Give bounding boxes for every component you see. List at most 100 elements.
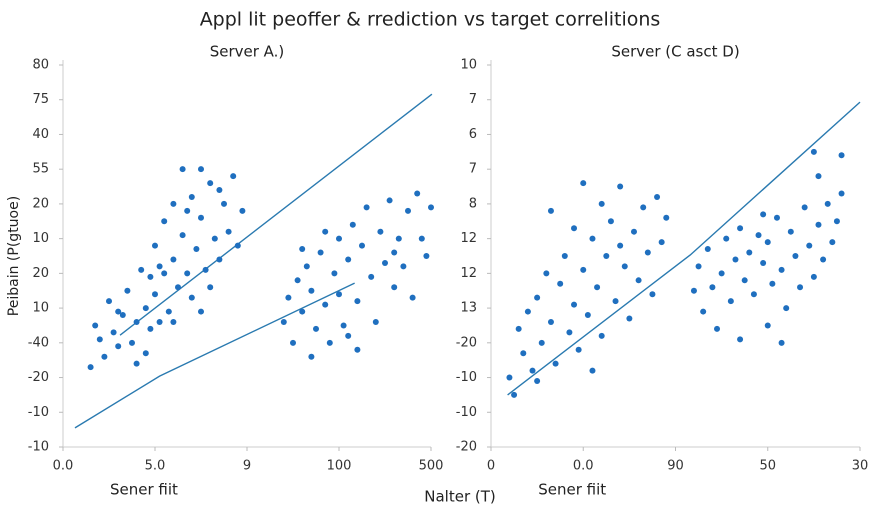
y-tick-label: 10 xyxy=(32,301,49,316)
point xyxy=(566,329,573,336)
point xyxy=(640,204,647,211)
point xyxy=(156,263,163,270)
point xyxy=(152,242,158,249)
point xyxy=(179,232,186,239)
point xyxy=(543,270,550,277)
point xyxy=(188,193,195,200)
point xyxy=(198,308,204,315)
point xyxy=(704,246,711,253)
y-tick-label: 20 xyxy=(32,196,49,211)
point xyxy=(815,221,822,228)
y-tick-label: 75 xyxy=(32,92,49,107)
point xyxy=(179,166,186,173)
point xyxy=(96,336,103,343)
fit-line xyxy=(74,282,355,429)
point xyxy=(326,339,333,346)
x-tick-label: 0.0 xyxy=(573,459,594,474)
point xyxy=(409,294,416,301)
point xyxy=(764,239,771,246)
point xyxy=(354,346,361,353)
point xyxy=(824,200,831,207)
point xyxy=(511,391,518,398)
point xyxy=(336,235,342,242)
point xyxy=(354,298,361,305)
point xyxy=(617,242,624,249)
point xyxy=(635,277,642,284)
x-tick-label: 100 xyxy=(327,459,352,474)
point xyxy=(382,259,388,266)
point xyxy=(746,249,753,256)
point xyxy=(787,228,794,235)
fit-line xyxy=(507,101,861,396)
point xyxy=(695,263,702,270)
point xyxy=(709,284,716,291)
point xyxy=(147,273,154,280)
point xyxy=(239,207,246,214)
point xyxy=(764,322,771,329)
point xyxy=(792,253,799,259)
point xyxy=(755,232,762,239)
point xyxy=(184,207,191,214)
point xyxy=(760,211,767,218)
panel-title: Server (C asct D) xyxy=(611,43,739,61)
point xyxy=(92,322,99,329)
point xyxy=(515,325,522,332)
point xyxy=(589,235,596,242)
y-tick-label: 12 xyxy=(460,231,477,246)
point xyxy=(810,273,817,280)
y-tick-label: -40 xyxy=(28,335,49,350)
point xyxy=(395,235,402,242)
point xyxy=(161,270,168,277)
point xyxy=(829,239,836,246)
point xyxy=(534,378,541,385)
point xyxy=(580,266,587,273)
x-axis-label: Sener fiit xyxy=(110,481,178,499)
point xyxy=(658,239,665,246)
point xyxy=(727,298,734,305)
point xyxy=(423,253,430,259)
point xyxy=(820,256,827,263)
point xyxy=(359,242,365,249)
y-tick-label: 10 xyxy=(32,231,49,246)
point xyxy=(547,318,554,325)
point xyxy=(626,315,633,322)
point xyxy=(198,166,204,173)
point xyxy=(138,266,145,273)
point xyxy=(414,190,421,197)
point xyxy=(142,350,149,357)
point xyxy=(345,256,352,263)
point xyxy=(184,270,191,277)
point xyxy=(234,242,241,249)
point xyxy=(313,325,319,332)
point xyxy=(700,308,707,315)
point xyxy=(607,218,614,225)
y-axis-label: Peibain (P(gtuoe) xyxy=(6,196,22,316)
y-tick-label: 10 xyxy=(460,58,477,73)
point xyxy=(207,284,214,291)
point xyxy=(345,332,352,339)
y-tick-label: 20 xyxy=(32,266,49,281)
y-tick-label: 7 xyxy=(469,92,477,107)
point xyxy=(630,228,637,235)
point xyxy=(280,318,287,325)
point xyxy=(529,367,536,374)
y-tick-label: 40 xyxy=(32,127,49,142)
x-tick-label: 0.0 xyxy=(53,459,74,474)
point xyxy=(838,190,845,197)
point xyxy=(580,180,587,187)
y-tick-label: 80 xyxy=(32,58,49,73)
point xyxy=(833,218,840,225)
point xyxy=(506,374,513,381)
point xyxy=(317,249,324,256)
point xyxy=(188,294,195,301)
fit-line xyxy=(119,93,433,336)
y-tick-label: 8 xyxy=(469,196,477,211)
point xyxy=(133,318,140,325)
point xyxy=(538,339,545,346)
point xyxy=(571,225,578,232)
point xyxy=(649,291,656,298)
point xyxy=(815,173,822,180)
point xyxy=(737,336,744,343)
point xyxy=(773,214,780,221)
